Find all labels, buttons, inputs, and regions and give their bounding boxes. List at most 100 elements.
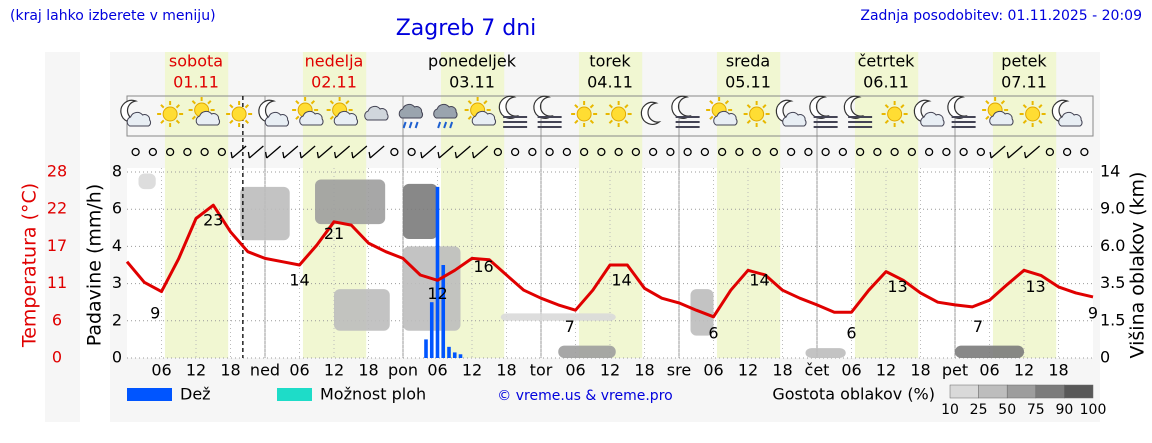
sun-ray bbox=[724, 100, 730, 105]
weather-icon bbox=[640, 101, 662, 125]
daylight-band bbox=[854, 52, 919, 358]
wind-calm bbox=[562, 147, 572, 157]
sun-ray bbox=[985, 115, 990, 120]
cloud-patch bbox=[500, 313, 616, 321]
wind-calm bbox=[131, 147, 140, 157]
weather-icon bbox=[433, 103, 458, 129]
rain bbox=[437, 121, 442, 129]
x-tick-label: 12 bbox=[600, 361, 620, 380]
sun-ray bbox=[310, 100, 316, 105]
wind-barb bbox=[471, 145, 489, 159]
temperature-label: 14 bbox=[749, 271, 769, 290]
sun-ray bbox=[624, 104, 629, 109]
sun-ray bbox=[1022, 119, 1027, 124]
sun-ray bbox=[574, 119, 579, 124]
day-name: sreda bbox=[726, 52, 770, 71]
weather-icon bbox=[533, 95, 562, 128]
sun bbox=[887, 106, 903, 122]
cloud-legend-box bbox=[978, 384, 1008, 399]
precip-tick-label: 8 bbox=[112, 162, 122, 181]
cloud-legend-box bbox=[1006, 384, 1037, 399]
sun-ray bbox=[1022, 104, 1027, 109]
weather-icon bbox=[947, 95, 976, 128]
x-tick-label: 18 bbox=[358, 361, 378, 380]
legend-label: Dež bbox=[180, 385, 211, 404]
x-tick-label: čet bbox=[805, 361, 830, 380]
wind-calm bbox=[390, 147, 399, 157]
wind-calm bbox=[700, 147, 710, 157]
cloud-legend-box bbox=[1064, 384, 1094, 399]
cloud bbox=[364, 105, 389, 121]
y-tick-label: 6 bbox=[52, 310, 62, 329]
x-tick-label: ned bbox=[250, 361, 280, 380]
sun-ray bbox=[467, 115, 472, 120]
temperature-label: 13 bbox=[887, 277, 907, 296]
sun-ray bbox=[762, 119, 767, 124]
sun-ray bbox=[244, 104, 250, 109]
wind-calm bbox=[959, 147, 968, 157]
cloud-patch bbox=[955, 345, 1024, 358]
legend-swatch bbox=[127, 388, 172, 401]
wind-calm bbox=[1080, 147, 1089, 157]
cloud-legend-label: 75 bbox=[1027, 402, 1045, 418]
wind-calm bbox=[976, 147, 986, 157]
cloud-patch bbox=[403, 246, 461, 331]
precip-bar bbox=[447, 346, 451, 358]
day-date: 02.11 bbox=[311, 73, 357, 92]
cloud-patch bbox=[334, 289, 390, 331]
precip-axis-label: Padavine (mm/h) bbox=[84, 184, 106, 347]
wind-barb bbox=[230, 145, 247, 159]
temperature-label: 6 bbox=[708, 324, 718, 343]
wind-calm bbox=[217, 147, 227, 157]
sun-ray bbox=[244, 119, 250, 124]
temperature-label: 9 bbox=[150, 304, 160, 323]
day-date: 06.11 bbox=[863, 73, 909, 92]
sun bbox=[1025, 106, 1041, 122]
wind-barb bbox=[333, 145, 351, 159]
moon bbox=[640, 101, 662, 125]
rain bbox=[414, 121, 419, 129]
cloud bbox=[264, 111, 290, 127]
sun-ray bbox=[191, 115, 196, 120]
weather-icon bbox=[120, 99, 152, 127]
day-name: nedelja bbox=[305, 52, 364, 71]
weather-icon bbox=[292, 97, 324, 126]
x-tick-label: 06 bbox=[289, 361, 309, 380]
wind-calm bbox=[648, 147, 658, 157]
day-name: torek bbox=[589, 52, 631, 71]
temperature-label: 12 bbox=[427, 284, 447, 303]
daylight-band bbox=[164, 52, 229, 358]
wind-calm bbox=[1062, 147, 1072, 157]
day-date: 04.11 bbox=[587, 73, 633, 92]
sun-ray bbox=[884, 119, 889, 124]
weather-icon bbox=[743, 101, 770, 127]
weather-icon bbox=[258, 99, 290, 127]
sun-ray bbox=[191, 100, 196, 105]
weather-icon bbox=[157, 101, 184, 127]
cloud-legend-box bbox=[1035, 384, 1065, 399]
rain bbox=[443, 121, 448, 129]
y-tick-label: 22 bbox=[47, 199, 67, 218]
sun-ray bbox=[229, 104, 234, 109]
x-tick-label: 12 bbox=[462, 361, 482, 380]
weather-icon bbox=[498, 95, 528, 128]
x-tick-label: 18 bbox=[1048, 361, 1068, 380]
weather-icon bbox=[881, 101, 908, 127]
temperature-label: 21 bbox=[324, 224, 344, 243]
day-date: 07.11 bbox=[1001, 73, 1047, 92]
sun-ray bbox=[483, 100, 488, 105]
sun-ray bbox=[762, 104, 767, 109]
cloud bbox=[195, 110, 221, 126]
weather-icon bbox=[464, 97, 497, 126]
y2-tick-label: 0 bbox=[1100, 348, 1110, 367]
sun-ray bbox=[746, 104, 751, 109]
weather-icon bbox=[913, 99, 945, 127]
x-tick-label: 18 bbox=[634, 361, 654, 380]
daylight-band bbox=[716, 52, 781, 358]
precip-bar bbox=[458, 354, 463, 358]
weather-icon bbox=[226, 101, 253, 127]
rain bbox=[408, 121, 413, 129]
wind-barb bbox=[247, 145, 264, 159]
wind-calm bbox=[873, 147, 882, 157]
y2-tick-label: 14 bbox=[1100, 162, 1120, 181]
